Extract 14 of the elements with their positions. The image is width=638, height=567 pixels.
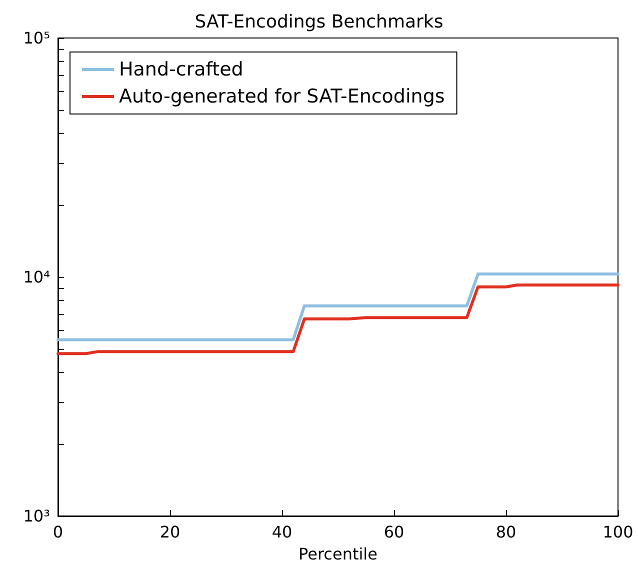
x-tick-label: 40	[272, 522, 292, 542]
legend-label: Hand-crafted	[119, 58, 244, 80]
x-tick-label: 60	[384, 522, 404, 542]
x-axis-title: Percentile	[298, 544, 378, 564]
x-tick-label: 20	[160, 522, 180, 542]
y-tick-label: 10⁵	[23, 28, 50, 48]
x-tick-label: 0	[52, 522, 64, 542]
chart-title: SAT-Encodings Benchmarks	[194, 12, 444, 32]
y-tick-label: 10³	[23, 506, 50, 526]
legend-label: Auto-generated for SAT-Encodings	[119, 86, 445, 108]
x-tick-label: 100	[602, 522, 634, 542]
line-series	[56, 283, 620, 356]
y-tick-label: 10⁴	[23, 268, 50, 286]
x-tick-label: 80	[496, 522, 516, 542]
